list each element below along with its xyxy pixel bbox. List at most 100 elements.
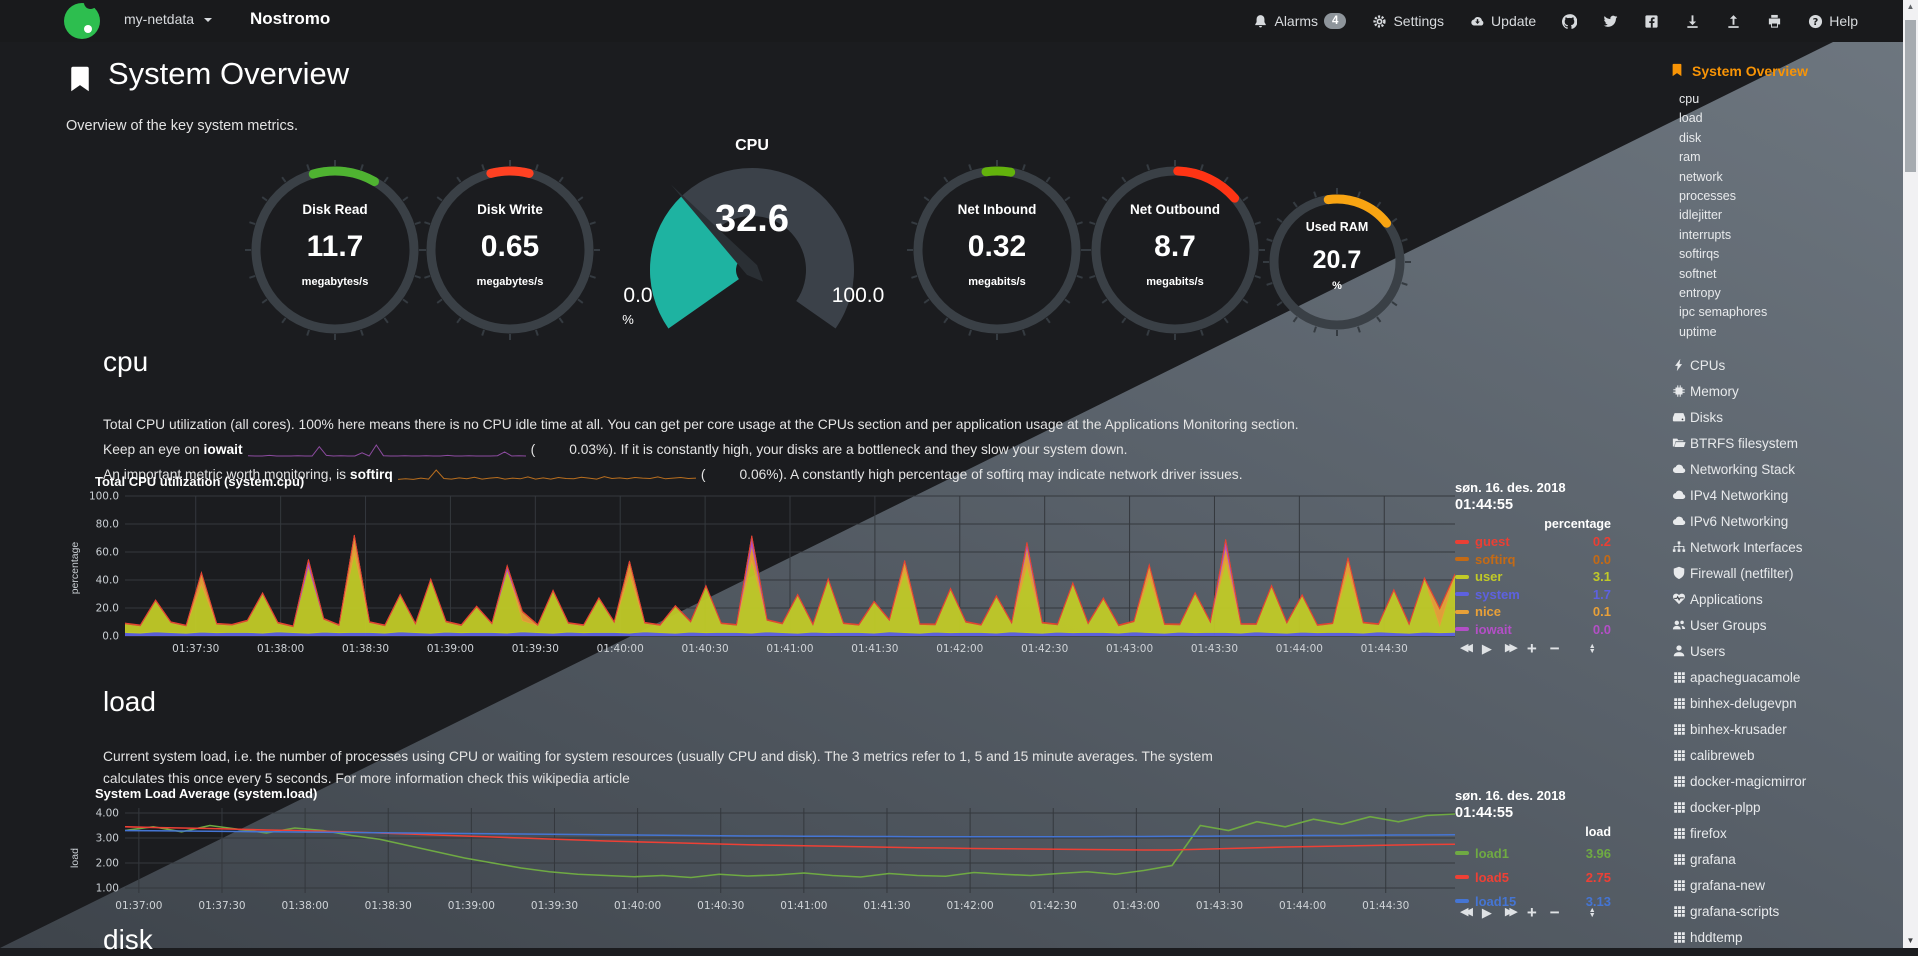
- sidebar-item-memory[interactable]: Memory: [1658, 378, 1904, 404]
- grid-icon: [1668, 905, 1690, 918]
- my-netdata-menu[interactable]: my-netdata: [124, 11, 212, 27]
- github-button[interactable]: [1562, 13, 1578, 29]
- sidebar-item-applications[interactable]: Applications: [1658, 586, 1904, 612]
- sidebar-item-grafana[interactable]: grafana: [1658, 846, 1904, 872]
- sidebar-item-disks[interactable]: Disks: [1658, 404, 1904, 430]
- sidebar-sections: CPUs Memory Disks BTRFS filesystem Networkin…: [1658, 352, 1904, 950]
- cloud-download-icon: [1470, 14, 1485, 29]
- gauge-disk-read[interactable]: Disk Read 11.7 megabytes/s: [242, 157, 428, 343]
- facebook-button[interactable]: [1644, 14, 1659, 29]
- svg-text:1.00: 1.00: [96, 883, 119, 895]
- load-chart[interactable]: System Load Average (system.load) load 1…: [63, 780, 1618, 930]
- load-chart-plot[interactable]: 1.00 2.00 3.00 4.00 01:37:00 01:37:30 01:38:00…: [63, 800, 1463, 920]
- legend-entry-iowait: iowait 0.0: [1455, 621, 1613, 639]
- sidebar-item-grafana-new[interactable]: grafana-new: [1658, 872, 1904, 898]
- sidebar-subitem-network[interactable]: network: [1679, 169, 1723, 184]
- svg-text:01:44:00: 01:44:00: [1279, 900, 1326, 912]
- grid-icon: [1668, 931, 1690, 944]
- page-title: System Overview: [108, 56, 350, 91]
- sidebar-item-firefox[interactable]: firefox: [1658, 820, 1904, 846]
- export-snapshot-button[interactable]: [1726, 14, 1741, 29]
- gauge-net-outbound[interactable]: Net Outbound 8.7 megabits/s: [1082, 157, 1268, 343]
- resize-handle[interactable]: ▲ ▼: [1588, 906, 1596, 919]
- pan-backward-button[interactable]: ◀◀: [1460, 642, 1473, 654]
- sidebar-item-calibreweb[interactable]: calibreweb: [1658, 742, 1904, 768]
- cpu-chart[interactable]: Total CPU utilization (system.cpu) perce…: [63, 474, 1618, 674]
- sidebar-subitem-ram[interactable]: ram: [1679, 150, 1701, 165]
- svg-text:01:38:30: 01:38:30: [342, 643, 389, 655]
- sidebar-item-cpus[interactable]: CPUs: [1658, 352, 1904, 378]
- help-button[interactable]: ? Help: [1808, 13, 1858, 29]
- print-button[interactable]: [1767, 14, 1782, 29]
- gauge-value: 8.7: [1154, 230, 1196, 263]
- sidebar-item-docker-magicmirror[interactable]: docker-magicmirror: [1658, 768, 1904, 794]
- sidebar-item-users[interactable]: Users: [1658, 638, 1904, 664]
- play-button[interactable]: ▶: [1481, 905, 1492, 920]
- sidebar-item-firewall-netfilter-[interactable]: Firewall (netfilter): [1658, 560, 1904, 586]
- grid-icon: [1668, 775, 1690, 788]
- netdata-logo[interactable]: [64, 0, 100, 39]
- zoom-in-button[interactable]: +: [1526, 903, 1537, 922]
- sidebar-item-user-groups[interactable]: User Groups: [1658, 612, 1904, 638]
- zoom-out-button[interactable]: −: [1549, 903, 1560, 922]
- alarms-button[interactable]: Alarms 4: [1253, 13, 1347, 29]
- sidebar-subitem-processes[interactable]: processes: [1679, 188, 1736, 203]
- sidebar-item-system-overview[interactable]: System Overview: [1658, 58, 1904, 84]
- gauge-net-inbound[interactable]: Net Inbound 0.32 megabits/s: [904, 157, 1090, 343]
- sidebar-subitem-uptime[interactable]: uptime: [1679, 324, 1717, 339]
- update-button[interactable]: Update: [1470, 13, 1536, 29]
- sidebar-item-apacheguacamole[interactable]: apacheguacamole: [1658, 664, 1904, 690]
- sidebar-item-ipv6-networking[interactable]: IPv6 Networking: [1658, 508, 1904, 534]
- sidebar-subitem-idlejitter[interactable]: idlejitter: [1679, 208, 1723, 223]
- zoom-in-button[interactable]: +: [1526, 639, 1537, 658]
- cpu-chart-plot[interactable]: 0.0 20.0 40.0 60.0 80.0 100.0 01:37:30 01:38:00…: [63, 488, 1463, 658]
- import-snapshot-button[interactable]: [1685, 14, 1700, 29]
- legend-units: load: [1585, 825, 1611, 839]
- cloud-icon: [1668, 514, 1690, 528]
- sidebar-active-label: System Overview: [1692, 63, 1808, 79]
- pan-backward-button[interactable]: ◀◀: [1460, 906, 1473, 918]
- pan-forward-button[interactable]: ▶▶: [1504, 642, 1518, 654]
- sidebar-item-network-interfaces[interactable]: Network Interfaces: [1658, 534, 1904, 560]
- sidebar-subitem-softirqs[interactable]: softirqs: [1679, 247, 1720, 262]
- legend-entry-load1: load1 3.96: [1455, 841, 1613, 865]
- page-scrollbar[interactable]: ▲ ▼: [1903, 0, 1918, 948]
- update-label: Update: [1491, 13, 1537, 29]
- scrollbar-down-arrow[interactable]: ▼: [1906, 936, 1915, 945]
- svg-text:01:41:30: 01:41:30: [863, 900, 910, 912]
- sidebar-item-grafana-scripts[interactable]: grafana-scripts: [1658, 898, 1904, 924]
- legend-entry-nice: nice 0.1: [1455, 603, 1613, 621]
- sidebar-item-btrfs-filesystem[interactable]: BTRFS filesystem: [1658, 430, 1904, 456]
- zoom-out-button[interactable]: −: [1549, 639, 1560, 658]
- svg-text:01:37:30: 01:37:30: [172, 643, 219, 655]
- gauge-disk-write[interactable]: Disk Write 0.65 megabytes/s: [417, 157, 603, 343]
- grid-icon: [1668, 749, 1690, 762]
- sidebar-subitem-cpu[interactable]: cpu: [1679, 92, 1700, 106]
- grid-icon: [1668, 671, 1690, 684]
- sidebar-subitem-entropy[interactable]: entropy: [1679, 285, 1721, 300]
- sidebar-item-hddtemp[interactable]: hddtemp: [1658, 924, 1904, 950]
- softirq-sparkline: [397, 469, 696, 481]
- sidebar-item-binhex-krusader[interactable]: binhex-krusader: [1658, 716, 1904, 742]
- sidebar-item-networking-stack[interactable]: Networking Stack: [1658, 456, 1904, 482]
- sidebar-item-ipv4-networking[interactable]: IPv4 Networking: [1658, 482, 1904, 508]
- cloud-icon: [1668, 462, 1690, 476]
- play-button[interactable]: ▶: [1481, 641, 1492, 656]
- sidebar-subitem-softnet[interactable]: softnet: [1679, 266, 1717, 281]
- sidebar-item-binhex-delugevpn[interactable]: binhex-delugevpn: [1658, 690, 1904, 716]
- sidebar-subitem-disk[interactable]: disk: [1679, 130, 1702, 145]
- gauge-used-ram[interactable]: Used RAM 20.7%: [1260, 185, 1414, 339]
- question-icon: ?: [1808, 14, 1823, 29]
- load-chart-legend: søn. 16. des. 2018 01:44:55 load load1 3.96 l…: [1455, 788, 1613, 913]
- sidebar-subitem-ipc-semaphores[interactable]: ipc semaphores: [1679, 305, 1768, 320]
- sidebar-item-docker-plpp[interactable]: docker-plpp: [1658, 794, 1904, 820]
- settings-button[interactable]: Settings: [1372, 13, 1444, 29]
- sidebar-subitem-load[interactable]: load: [1679, 111, 1703, 126]
- scrollbar-up-arrow[interactable]: ▲: [1906, 2, 1915, 11]
- twitter-button[interactable]: [1603, 14, 1618, 29]
- resize-handle[interactable]: ▲ ▼: [1588, 642, 1596, 655]
- sidebar-subitem-interrupts[interactable]: interrupts: [1679, 227, 1732, 242]
- scrollbar-thumb[interactable]: [1905, 20, 1916, 172]
- alarms-label: Alarms: [1274, 13, 1319, 29]
- pan-forward-button[interactable]: ▶▶: [1504, 906, 1518, 918]
